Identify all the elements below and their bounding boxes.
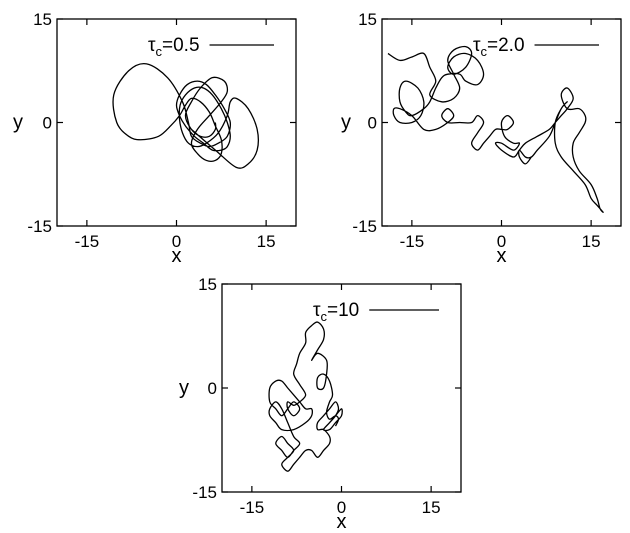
chart-panel-3: -15 0 15 -15 0 15 x y τc=10: [179, 275, 462, 533]
legend-label: τc=2.0: [473, 35, 525, 59]
y-tick-label: -15: [352, 217, 377, 236]
y-tick-label: 0: [208, 379, 217, 398]
x-axis-label: x: [172, 245, 182, 267]
x-tick-label: 0: [337, 498, 346, 517]
chart-panel-1: -15 0 15 -15 0 15 x y τc=0.5: [13, 10, 297, 267]
y-axis-label: y: [341, 112, 351, 134]
y-axis-label: y: [179, 377, 189, 399]
x-tick-label: -15: [75, 232, 100, 251]
trajectory-series-line: [112, 62, 259, 169]
y-tick-label: 0: [368, 114, 377, 133]
y-axis-label: y: [13, 112, 23, 134]
y-tick-label: 15: [198, 275, 217, 294]
y-tick-label: -15: [27, 217, 52, 236]
x-tick-label: 15: [582, 232, 601, 251]
legend-label: τc=0.5: [148, 35, 200, 59]
y-tick-label: 15: [33, 10, 52, 29]
x-axis-label: x: [337, 511, 347, 533]
x-axis-label: x: [497, 245, 507, 267]
x-tick-label: 15: [257, 232, 276, 251]
x-tick-label: 0: [172, 232, 181, 251]
x-tick-label: -15: [400, 232, 425, 251]
x-tick-label: 15: [422, 498, 441, 517]
trajectory-series-line: [268, 321, 343, 472]
chart-panel-2: -15 0 15 -15 0 15 x y τc=2.0: [341, 10, 622, 267]
legend-label: τc=10: [313, 300, 359, 324]
trajectory-series-line: [387, 45, 604, 213]
x-tick-label: 0: [497, 232, 506, 251]
x-tick-label: -15: [240, 498, 265, 517]
y-tick-label: -15: [192, 483, 217, 502]
y-tick-label: 0: [43, 114, 52, 133]
y-tick-label: 15: [358, 10, 377, 29]
